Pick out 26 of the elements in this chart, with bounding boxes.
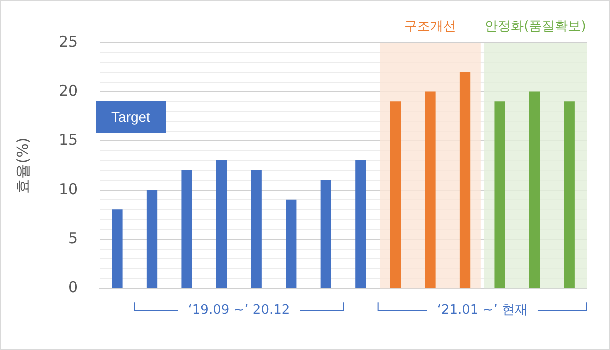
bar — [425, 92, 436, 288]
bar — [390, 102, 402, 288]
bar — [146, 190, 158, 288]
bar — [112, 210, 123, 288]
bar — [494, 102, 506, 288]
text: ‘19.09 ~’ 20.12 — [188, 302, 290, 318]
y-tick-label: 15 — [58, 131, 78, 150]
bar — [564, 102, 575, 288]
bar — [460, 72, 471, 288]
bar — [182, 170, 192, 288]
bar — [216, 160, 228, 288]
bar — [356, 160, 366, 288]
y-tick-label: 20 — [58, 82, 78, 100]
bar — [320, 180, 332, 288]
text: ‘21.01 ~’ 현재 — [437, 302, 528, 318]
bar — [251, 170, 262, 288]
y-axis-title: 효율(%) — [14, 138, 32, 194]
y-tick-label: 25 — [58, 32, 78, 51]
text: 구조개선 — [404, 19, 456, 34]
y-tick-label: 5 — [68, 229, 78, 248]
bar — [286, 200, 297, 288]
annotation: Target — [96, 101, 166, 133]
y-tick-label: 10 — [58, 180, 78, 198]
text: 안정화(품질확보) — [485, 19, 586, 34]
y-tick-label: 0 — [68, 278, 78, 296]
bar — [530, 92, 540, 288]
